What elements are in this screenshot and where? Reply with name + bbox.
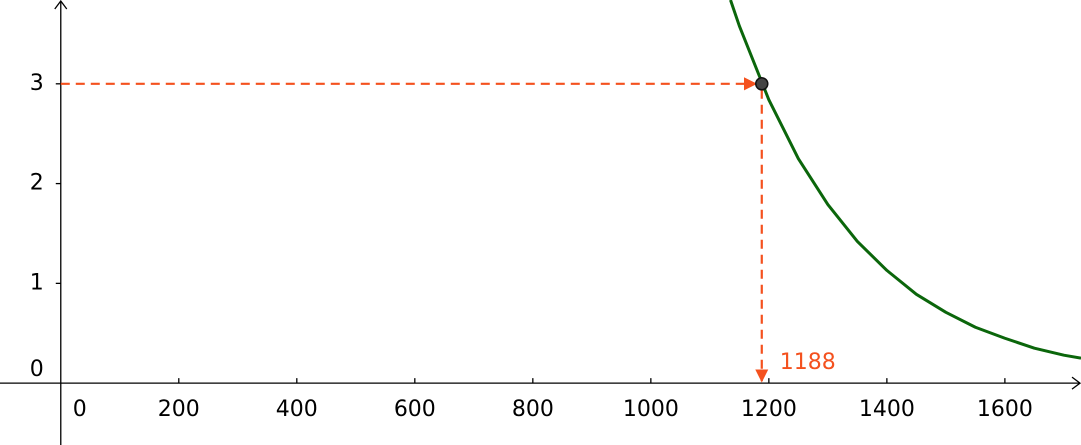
x-tick-label: 800 xyxy=(512,397,554,422)
x-tick-label: 1400 xyxy=(859,397,915,422)
x-tick-label: 0 xyxy=(73,397,87,422)
y-axis-arrow xyxy=(54,0,68,10)
curve xyxy=(729,0,1081,360)
y-tick-label: 3 xyxy=(30,71,44,96)
x-tick-label: 1600 xyxy=(977,397,1033,422)
y-tick-label: 2 xyxy=(30,171,44,196)
y-tick-label: 0 xyxy=(30,357,44,382)
x-tick-label: 1200 xyxy=(741,397,797,422)
x-tick-label: 200 xyxy=(158,397,200,422)
x-tick-label: 600 xyxy=(394,397,436,422)
y-tick-label: 1 xyxy=(30,270,44,295)
x-tick-label: 400 xyxy=(276,397,318,422)
x-axis-arrow xyxy=(1071,376,1081,390)
x-tick-label: 1000 xyxy=(623,397,679,422)
point-x-label: 1188 xyxy=(780,350,836,375)
point xyxy=(755,77,769,91)
